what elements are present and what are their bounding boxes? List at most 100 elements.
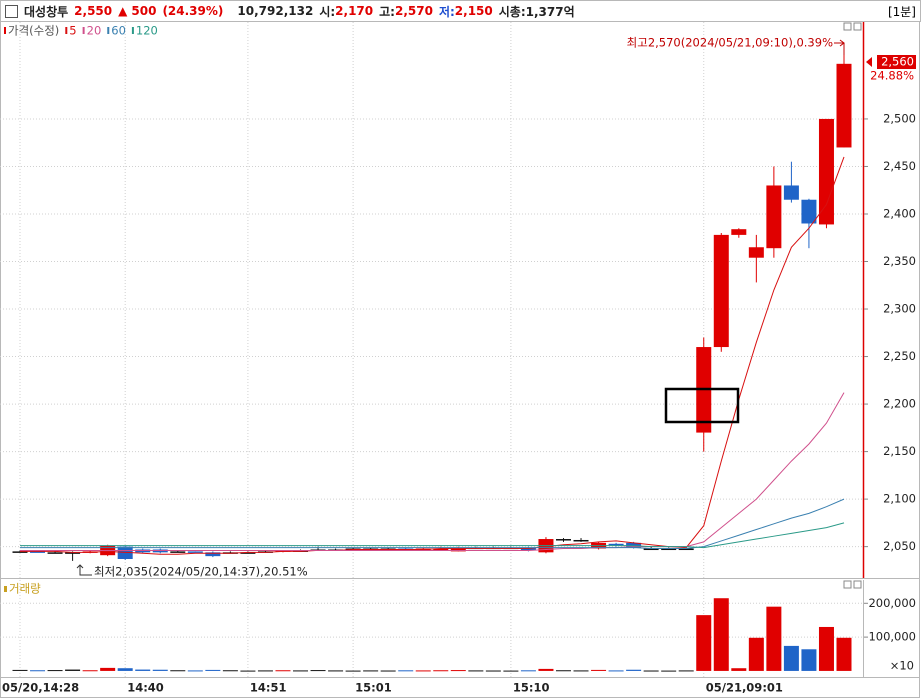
candle-body bbox=[450, 547, 466, 552]
legend-item: 120 bbox=[131, 24, 158, 38]
volume-bar bbox=[135, 669, 151, 671]
open-label: 시: bbox=[319, 4, 336, 19]
volume-bar bbox=[696, 615, 712, 671]
volume-bar bbox=[240, 670, 256, 672]
y-tick-label: 2,200 bbox=[883, 397, 916, 411]
volume-bar bbox=[117, 668, 133, 671]
high-annotation: 최고2,570(2024/05/21,09:10),0.39% bbox=[627, 36, 833, 50]
volume-legend-marker bbox=[4, 586, 7, 592]
panel-button[interactable] bbox=[843, 22, 852, 31]
y-tick-label: 200,000 bbox=[868, 596, 916, 610]
candle-body bbox=[713, 234, 729, 348]
candle-body bbox=[748, 247, 764, 258]
last-label: 2,560 bbox=[881, 55, 914, 69]
volume-bar bbox=[47, 670, 63, 672]
low-label: 저: bbox=[438, 4, 455, 19]
candle-body bbox=[608, 543, 624, 546]
y-tick-label: 2,150 bbox=[883, 444, 916, 458]
volume-bar bbox=[30, 670, 46, 672]
moving-average bbox=[20, 498, 845, 550]
legend-item: 60 bbox=[107, 24, 126, 38]
x-tick-label: 14:40 bbox=[127, 681, 164, 695]
volume-bar bbox=[187, 670, 203, 672]
volume-bar bbox=[363, 670, 379, 672]
candle-body bbox=[187, 551, 203, 553]
volume-bar bbox=[608, 670, 624, 672]
candle-body bbox=[783, 185, 799, 200]
y-tick-label: 2,500 bbox=[883, 111, 916, 125]
candle-body bbox=[12, 551, 28, 553]
volume-bar bbox=[275, 670, 291, 672]
candle-body bbox=[801, 199, 817, 224]
legend-item: 5 bbox=[65, 24, 77, 38]
volume-bar bbox=[450, 670, 466, 672]
panel-button[interactable] bbox=[853, 580, 862, 589]
y-tick-label: 2,100 bbox=[883, 492, 916, 506]
y-tick-label: 2,300 bbox=[883, 302, 916, 316]
legend-item: 20 bbox=[82, 24, 101, 38]
market-cap: 시총:1,377억 bbox=[498, 4, 575, 19]
open: 2,170 bbox=[335, 4, 374, 18]
high: 2,570 bbox=[394, 4, 433, 18]
volume-bar bbox=[731, 668, 747, 671]
x-tick-label: 15:10 bbox=[513, 681, 550, 695]
volume-bar bbox=[398, 670, 414, 672]
last-marker bbox=[866, 57, 872, 67]
volume-bar bbox=[205, 669, 221, 671]
legend-label: 60 bbox=[111, 24, 126, 38]
candle-body bbox=[678, 548, 694, 551]
panel-button[interactable] bbox=[853, 22, 862, 31]
candle-body bbox=[836, 63, 852, 148]
volume-bar bbox=[345, 670, 361, 672]
volume-bar bbox=[433, 670, 449, 672]
candle-body bbox=[661, 548, 677, 551]
header: 대성창투 2,550 ▲ 500 (24.39%) 10,792,132 시: … bbox=[0, 0, 921, 22]
legend-label: 가격(수정) bbox=[8, 24, 59, 38]
legend-marker bbox=[4, 27, 6, 34]
legend-label: 5 bbox=[69, 24, 76, 38]
legend-marker bbox=[131, 27, 134, 34]
volume-bar bbox=[485, 670, 501, 672]
moving-average bbox=[20, 156, 845, 555]
volume-bar bbox=[520, 670, 536, 672]
candle-body bbox=[766, 185, 782, 249]
candle-body bbox=[433, 548, 449, 551]
candle-body bbox=[818, 118, 834, 225]
x-tick-label: 05/20,14:28 bbox=[2, 681, 79, 695]
last-label-box bbox=[877, 55, 916, 69]
candle-body bbox=[47, 552, 63, 554]
volume-bar bbox=[836, 637, 852, 671]
legend-label: 120 bbox=[136, 24, 158, 38]
volume-bar bbox=[12, 669, 28, 671]
plot-layer: 2,050 2,100 2,150 2,200 2,250 2,300 2,350 2,400… bbox=[0, 22, 916, 695]
frame bbox=[0, 21, 920, 698]
volume-bar bbox=[591, 669, 607, 671]
interval[interactable]: [1분] bbox=[887, 4, 916, 19]
volume: 10,792,132 bbox=[237, 4, 314, 18]
stock-name: 대성창투 bbox=[24, 4, 69, 19]
checkbox[interactable] bbox=[5, 4, 18, 18]
volume-bar bbox=[170, 670, 186, 672]
moving-average bbox=[20, 522, 845, 549]
volume-bar bbox=[100, 667, 116, 671]
candle-body bbox=[731, 229, 747, 235]
candle-body bbox=[30, 551, 46, 553]
panel-button[interactable] bbox=[843, 580, 852, 589]
volume-bar bbox=[503, 670, 519, 672]
candle-body bbox=[65, 552, 81, 554]
volume-bar bbox=[766, 606, 782, 671]
volume-bar bbox=[643, 670, 659, 672]
candle-body bbox=[643, 548, 659, 551]
x-tick-label: 15:01 bbox=[355, 681, 392, 695]
volume-bar bbox=[555, 670, 571, 672]
legend-marker bbox=[82, 27, 85, 34]
candle-body bbox=[240, 552, 256, 554]
volume-bar bbox=[293, 670, 309, 672]
volume-bar bbox=[222, 670, 238, 672]
high-label: 고: bbox=[379, 4, 395, 19]
volume-bar bbox=[801, 649, 817, 671]
y-tick-label: 2,400 bbox=[883, 206, 916, 220]
x-tick-label: 14:51 bbox=[250, 681, 287, 695]
candle-body bbox=[573, 539, 589, 542]
